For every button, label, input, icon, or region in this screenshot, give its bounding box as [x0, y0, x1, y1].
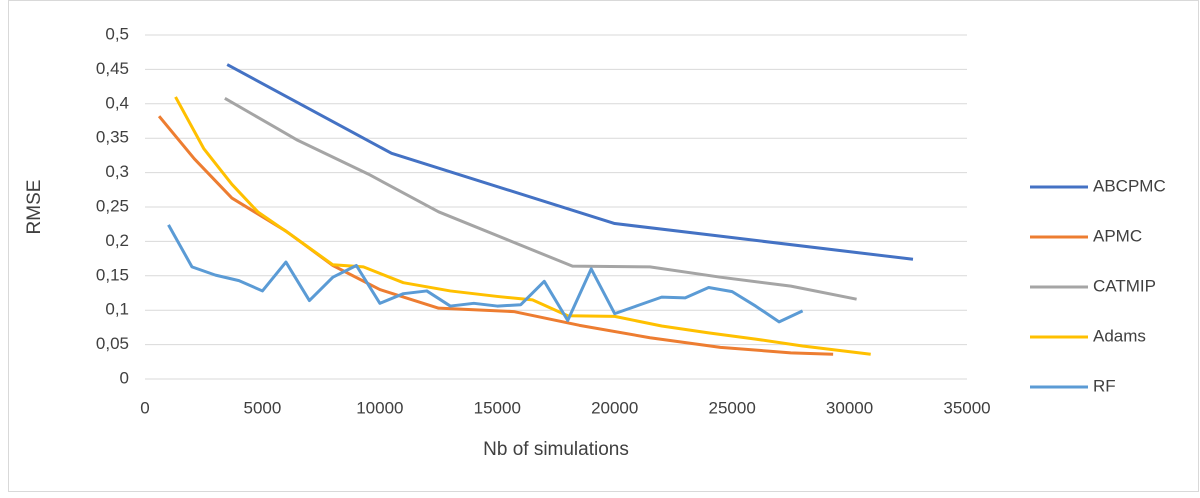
- chart-border: [8, 0, 1199, 492]
- y-tick-label: 0,15: [96, 265, 129, 284]
- legend-label: CATMIP: [1093, 276, 1156, 295]
- y-tick-label: 0,3: [105, 162, 129, 181]
- legend-label: APMC: [1093, 226, 1142, 245]
- x-tick-label: 15000: [474, 398, 521, 417]
- y-tick-label: 0,1: [105, 300, 129, 319]
- y-tick-label: 0: [120, 368, 129, 387]
- y-tick-label: 0,45: [96, 59, 129, 78]
- y-tick-label: 0,35: [96, 128, 129, 147]
- x-tick-label: 20000: [591, 398, 638, 417]
- x-tick-label: 35000: [943, 398, 990, 417]
- series-line: [174, 96, 871, 356]
- y-tick-label: 0,5: [105, 24, 129, 43]
- x-tick-label: 10000: [356, 398, 403, 417]
- x-tick-label: 30000: [826, 398, 873, 417]
- y-tick-label: 0,4: [105, 93, 129, 112]
- series-line: [226, 63, 914, 261]
- series-line: [224, 96, 857, 301]
- y-tick-label: 0,2: [105, 231, 129, 250]
- x-tick-label: 25000: [709, 398, 756, 417]
- x-tick-label: 5000: [244, 398, 282, 417]
- y-tick-label: 0,05: [96, 334, 129, 353]
- x-axis-title: Nb of simulations: [483, 439, 629, 460]
- y-axis-title: RMSE: [24, 180, 45, 235]
- y-tick-label: 0,25: [96, 196, 129, 215]
- legend-label: ABCPMC: [1093, 176, 1166, 195]
- legend-label: Adams: [1093, 326, 1146, 345]
- series-line: [157, 115, 834, 356]
- legend-label: RF: [1093, 376, 1116, 395]
- x-tick-label: 0: [140, 398, 149, 417]
- series-line: [167, 224, 804, 324]
